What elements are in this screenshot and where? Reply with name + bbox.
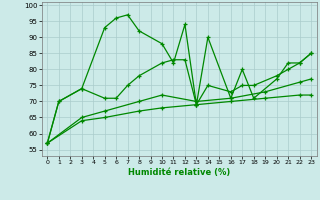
X-axis label: Humidité relative (%): Humidité relative (%) bbox=[128, 168, 230, 177]
